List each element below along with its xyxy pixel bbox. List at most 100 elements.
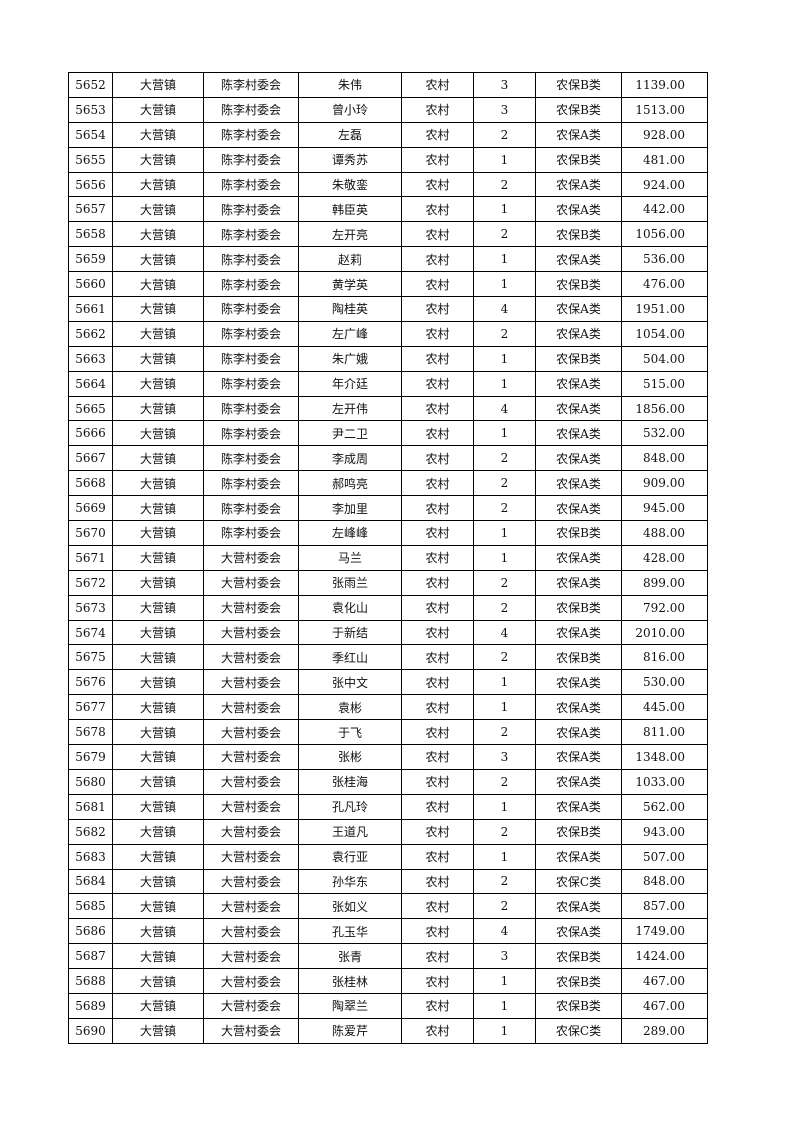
cell-row-number: 5661 [68,296,113,322]
cell-amount: 467.00 [621,968,708,994]
cell-household-type: 农村 [401,395,474,422]
cell-name: 张中文 [298,669,402,696]
cell-insurance-category: 农保B类 [535,818,622,845]
cell-member-count: 2 [473,171,536,198]
cell-household-type: 农村 [401,569,474,596]
cell-town: 大营镇 [112,544,204,571]
cell-town: 大营镇 [112,793,204,820]
cell-amount: 816.00 [621,644,708,671]
cell-name: 于飞 [298,719,402,746]
cell-member-count: 1 [473,544,536,571]
cell-village-committee: 陈李村委会 [203,72,299,98]
cell-household-type: 农村 [401,121,474,148]
cell-household-type: 农村 [401,320,474,347]
cell-amount: 536.00 [621,246,708,273]
cell-town: 大营镇 [112,992,204,1019]
cell-member-count: 1 [473,370,536,397]
cell-row-number: 5676 [68,669,113,696]
table-row: 5659 大营镇 陈李村委会 赵莉 农村 1 农保A类 536.00 [68,246,708,273]
cell-village-committee: 大营村委会 [203,793,299,820]
cell-name: 韩臣英 [298,196,402,223]
table-row: 5671 大营镇 大营村委会 马兰 农村 1 农保A类 428.00 [68,544,708,571]
cell-town: 大营镇 [112,171,204,198]
cell-name: 朱敬銮 [298,171,402,198]
cell-village-committee: 陈李村委会 [203,470,299,497]
cell-member-count: 2 [473,470,536,497]
cell-village-committee: 陈李村委会 [203,296,299,322]
cell-town: 大营镇 [112,619,204,646]
cell-amount: 1424.00 [621,943,708,970]
cell-village-committee: 大营村委会 [203,992,299,1019]
cell-member-count: 1 [473,520,536,546]
cell-member-count: 3 [473,96,536,123]
cell-insurance-category: 农保B类 [535,992,622,1019]
cell-amount: 945.00 [621,495,708,522]
cell-town: 大营镇 [112,395,204,422]
cell-household-type: 农村 [401,146,474,173]
cell-insurance-category: 农保B类 [535,345,622,372]
cell-name: 左峰峰 [298,520,402,546]
table-row: 5680 大营镇 大营村委会 张桂海 农村 2 农保A类 1033.00 [68,768,708,795]
cell-town: 大营镇 [112,320,204,347]
cell-amount: 504.00 [621,345,708,372]
cell-member-count: 2 [473,445,536,472]
cell-household-type: 农村 [401,96,474,123]
cell-row-number: 5687 [68,943,113,970]
cell-insurance-category: 农保A类 [535,495,622,522]
table-row: 5687 大营镇 大营村委会 张青 农村 3 农保B类 1424.00 [68,943,708,970]
cell-amount: 289.00 [621,1017,708,1044]
cell-town: 大营镇 [112,768,204,795]
cell-household-type: 农村 [401,196,474,223]
cell-member-count: 2 [473,320,536,347]
cell-member-count: 2 [473,569,536,596]
cell-name: 张桂林 [298,968,402,994]
cell-amount: 481.00 [621,146,708,173]
cell-household-type: 农村 [401,818,474,845]
cell-town: 大营镇 [112,221,204,248]
cell-name: 李加里 [298,495,402,522]
cell-town: 大营镇 [112,470,204,497]
cell-village-committee: 大营村委会 [203,868,299,895]
table-row: 5688 大营镇 大营村委会 张桂林 农村 1 农保B类 467.00 [68,968,708,994]
table-row: 5686 大营镇 大营村委会 孔玉华 农村 4 农保A类 1749.00 [68,918,708,945]
cell-row-number: 5667 [68,445,113,472]
table-row: 5672 大营镇 大营村委会 张雨兰 农村 2 农保A类 899.00 [68,569,708,596]
cell-amount: 476.00 [621,271,708,298]
cell-name: 张青 [298,943,402,970]
table-row: 5670 大营镇 陈李村委会 左峰峰 农村 1 农保B类 488.00 [68,520,708,546]
cell-village-committee: 大营村委会 [203,669,299,696]
cell-row-number: 5660 [68,271,113,298]
cell-village-committee: 大营村委会 [203,594,299,621]
cell-town: 大营镇 [112,420,204,447]
cell-amount: 899.00 [621,569,708,596]
cell-town: 大营镇 [112,569,204,596]
cell-insurance-category: 农保A类 [535,395,622,422]
cell-amount: 1513.00 [621,96,708,123]
cell-name: 孔玉华 [298,918,402,945]
cell-member-count: 3 [473,744,536,770]
cell-household-type: 农村 [401,918,474,945]
cell-household-type: 农村 [401,694,474,721]
cell-amount: 562.00 [621,793,708,820]
cell-town: 大营镇 [112,520,204,546]
cell-member-count: 1 [473,669,536,696]
table-row: 5655 大营镇 陈李村委会 谭秀苏 农村 1 农保B类 481.00 [68,146,708,173]
cell-row-number: 5655 [68,146,113,173]
cell-amount: 467.00 [621,992,708,1019]
cell-insurance-category: 农保C类 [535,1017,622,1044]
cell-household-type: 农村 [401,594,474,621]
cell-village-committee: 大营村委会 [203,893,299,920]
cell-name: 黄学英 [298,271,402,298]
cell-row-number: 5686 [68,918,113,945]
cell-village-committee: 大营村委会 [203,619,299,646]
table-row: 5663 大营镇 陈李村委会 朱广娥 农村 1 农保B类 504.00 [68,345,708,372]
cell-member-count: 1 [473,992,536,1019]
cell-village-committee: 大营村委会 [203,768,299,795]
cell-name: 郝鸣亮 [298,470,402,497]
table-row: 5654 大营镇 陈李村委会 左磊 农村 2 农保A类 928.00 [68,121,708,148]
cell-town: 大营镇 [112,246,204,273]
cell-row-number: 5652 [68,72,113,98]
cell-row-number: 5690 [68,1017,113,1044]
cell-row-number: 5665 [68,395,113,422]
cell-town: 大营镇 [112,121,204,148]
